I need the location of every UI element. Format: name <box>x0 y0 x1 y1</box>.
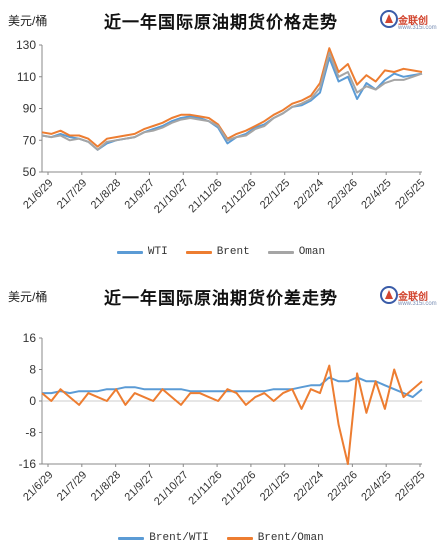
x-tick-label: 22/1/25 <box>258 469 292 503</box>
chart-legend: WTI Brent Oman <box>0 246 442 258</box>
x-tick-label: 21/6/29 <box>21 177 55 211</box>
x-tick-label: 21/7/29 <box>55 177 89 211</box>
brand-logo: 金联创 www.315i.com <box>380 8 437 38</box>
x-tick-label: 22/3/26 <box>325 177 359 211</box>
legend-label-oman: Oman <box>298 246 326 258</box>
x-tick-label: 21/10/27 <box>152 177 191 216</box>
legend-item-brent-oman: Brent/Oman <box>226 532 324 544</box>
legend-item-brent-wti: Brent/WTI <box>118 532 209 544</box>
y-tick-label: 110 <box>17 70 36 84</box>
y-tick-label: 0 <box>29 394 36 408</box>
y-tick-label: -16 <box>19 457 37 471</box>
x-tick-label: 22/2/24 <box>292 469 326 503</box>
x-tick-label: 21/11/26 <box>186 177 224 215</box>
y-tick-label: -8 <box>25 426 36 440</box>
y-tick-label: 50 <box>23 165 37 179</box>
y-tick-label: 16 <box>23 331 37 345</box>
legend-swatch-brent <box>185 250 212 254</box>
legend-swatch-oman <box>267 250 294 254</box>
legend-item-oman: Oman <box>267 246 326 258</box>
x-tick-label: 21/11/26 <box>186 469 224 507</box>
brand-logo: 金联创 www.315i.com <box>380 284 437 314</box>
x-tick-label: 22/4/25 <box>359 177 393 211</box>
x-tick-label: 21/6/29 <box>21 469 55 503</box>
x-tick-label: 22/5/25 <box>393 469 427 503</box>
y-unit-label: 美元/桶 <box>8 14 48 28</box>
x-tick-label: 22/3/26 <box>325 469 359 503</box>
legend-swatch-brent-wti <box>118 536 145 540</box>
chart-title: 近一年国际原油期货价差走势 <box>104 289 338 308</box>
legend-swatch-wti <box>116 250 143 254</box>
series-line-brent <box>41 47 423 148</box>
x-tick-label: 22/4/25 <box>359 469 393 503</box>
legend-label-brent-oman: Brent/Oman <box>257 532 324 544</box>
chart-legend: Brent/WTI Brent/Oman <box>0 532 442 544</box>
legend-label-wti: WTI <box>147 246 168 258</box>
legend-item-wti: WTI <box>116 246 168 258</box>
legend-label-brent-wti: Brent/WTI <box>149 532 209 544</box>
y-tick-label: 70 <box>23 133 37 147</box>
logo-name: 金联创 <box>398 292 428 303</box>
y-tick-label: 90 <box>23 102 37 116</box>
logo-url: www.315i.com <box>398 25 437 31</box>
price-chart-panel: 美元/桶 近一年国际原油期货价格走势 金联创 www.315i.com 50 70… <box>0 8 442 258</box>
x-tick-label: 22/5/25 <box>393 177 427 211</box>
x-tick-label: 22/2/24 <box>292 177 326 211</box>
y-tick-label: 130 <box>16 38 36 52</box>
series-line-brent-oman <box>41 364 423 465</box>
series-line-wti <box>41 56 423 151</box>
logo-name: 金联创 <box>398 16 428 27</box>
y-unit-label: 美元/桶 <box>8 290 48 304</box>
logo-url: www.315i.com <box>398 301 437 307</box>
x-tick-label: 21/12/26 <box>220 469 259 508</box>
y-tick-label: 8 <box>29 363 36 377</box>
x-tick-label: 21/7/29 <box>55 469 89 503</box>
x-tick-label: 21/10/27 <box>152 469 191 508</box>
logo-mark-icon <box>380 10 398 28</box>
x-tick-label: 21/8/28 <box>89 469 123 503</box>
x-tick-label: 22/1/25 <box>258 177 292 211</box>
spread-chart-panel: 美元/桶 近一年国际原油期货价差走势 金联创 www.315i.com -16 -… <box>0 276 442 552</box>
legend-label-brent: Brent <box>216 246 250 258</box>
x-tick-label: 21/8/28 <box>89 177 123 211</box>
legend-item-brent: Brent <box>185 246 250 258</box>
chart-title: 近一年国际原油期货价格走势 <box>104 13 338 32</box>
x-tick-label: 21/12/26 <box>220 177 259 216</box>
series-line-oman <box>41 51 423 151</box>
logo-mark-icon <box>380 286 398 304</box>
series-line-brent-wti <box>42 376 423 399</box>
legend-swatch-brent-oman <box>226 536 253 540</box>
